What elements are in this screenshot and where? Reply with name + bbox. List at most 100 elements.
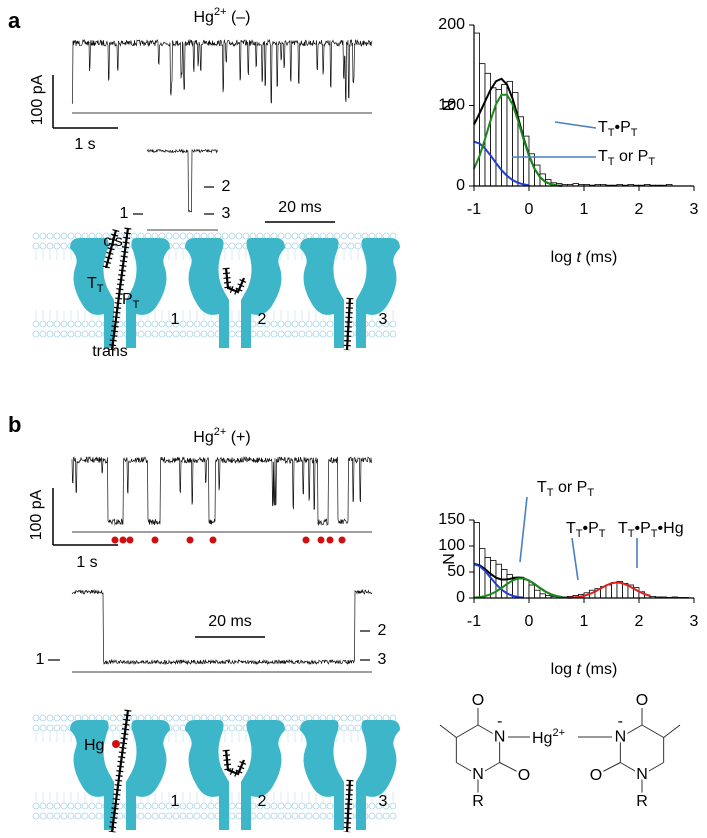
lipid <box>298 232 306 240</box>
lipid <box>95 330 103 338</box>
y-tick-label: 150 <box>438 511 465 528</box>
lipid <box>312 320 320 328</box>
lipid <box>60 812 68 820</box>
pore <box>70 720 114 830</box>
trace-title-part: Hg <box>193 429 213 446</box>
lipid <box>368 802 376 810</box>
lipid <box>270 812 278 820</box>
lipid <box>172 330 180 338</box>
bond <box>439 724 457 738</box>
atom: O <box>590 767 602 784</box>
x-tick-label: 3 <box>690 201 699 218</box>
charge: - <box>618 713 623 730</box>
lipid <box>193 330 201 338</box>
scale-label: 1 s <box>74 136 95 153</box>
dna-strand <box>110 709 130 833</box>
trace-title: Hg2+ (–) <box>194 6 251 26</box>
event-marker <box>209 536 217 544</box>
atom: R <box>636 793 648 810</box>
lipid <box>333 714 341 722</box>
annotation: TT•PT•Hg <box>618 520 684 540</box>
zoom-trace <box>71 588 373 666</box>
lipid <box>284 232 292 240</box>
metal-ion: Hg2+ <box>532 727 565 747</box>
annotation-part: T <box>608 156 615 168</box>
lipid <box>207 802 215 810</box>
lipid <box>158 320 166 328</box>
lipid <box>333 232 341 240</box>
lipid <box>53 242 61 250</box>
atom: R <box>472 793 484 810</box>
bond <box>641 724 664 738</box>
level-label: 1 <box>36 651 45 668</box>
lipid <box>382 330 390 338</box>
lipid <box>375 320 383 328</box>
lipid <box>46 724 54 732</box>
bond <box>620 724 643 738</box>
annotation-part: T <box>547 487 554 499</box>
lipid <box>354 242 362 250</box>
lipid <box>151 330 159 338</box>
histogram-bar <box>523 579 530 599</box>
lipid <box>389 320 397 328</box>
lipid <box>179 330 187 338</box>
fit-curve <box>473 93 563 187</box>
lipid <box>151 320 159 328</box>
lipid <box>277 232 285 240</box>
fit-curve <box>473 577 563 599</box>
lipid <box>39 242 47 250</box>
lipid <box>179 320 187 328</box>
pore <box>126 720 170 830</box>
lipid <box>53 724 61 732</box>
lipid <box>137 812 145 820</box>
dna-strand <box>102 229 120 269</box>
x-axis-title-part: t <box>576 661 581 678</box>
lipid <box>228 724 236 732</box>
annotation-part: T <box>566 520 576 537</box>
lipid <box>242 232 250 240</box>
lipid <box>137 330 145 338</box>
current-trace <box>71 456 373 526</box>
lipid <box>179 232 187 240</box>
annotation-leader <box>554 121 597 129</box>
lipid <box>298 714 306 722</box>
charge: - <box>497 713 502 730</box>
lipid <box>137 802 145 810</box>
lipid <box>53 232 61 240</box>
event-marker <box>326 536 334 544</box>
lipid <box>207 330 215 338</box>
annotation-part: T <box>537 479 547 496</box>
lipid <box>53 320 61 328</box>
lipid <box>39 714 47 722</box>
dna-strand <box>343 297 354 351</box>
annotation-part: T <box>628 528 635 540</box>
lipid <box>81 330 89 338</box>
atom: O <box>636 692 648 709</box>
lipid <box>389 330 397 338</box>
lipid <box>172 232 180 240</box>
scale-label: 20 ms <box>278 199 322 216</box>
lipid <box>291 812 299 820</box>
lipid <box>109 714 117 722</box>
lipid <box>172 802 180 810</box>
lipid <box>382 802 390 810</box>
lipid <box>235 242 243 250</box>
lipid <box>165 320 173 328</box>
x-axis-title-part: log <box>551 249 577 266</box>
histogram-bar <box>539 593 546 599</box>
lipid <box>382 320 390 328</box>
lipid <box>235 714 243 722</box>
lipid <box>298 320 306 328</box>
trace-title-part: (+) <box>226 429 250 446</box>
event-marker <box>317 536 325 544</box>
lipid <box>144 812 152 820</box>
lipid <box>46 232 54 240</box>
annotation-part: T <box>608 127 615 139</box>
trace-title-part: 2+ <box>214 6 227 18</box>
x-tick-label: 0 <box>525 613 534 630</box>
lipid <box>46 242 54 250</box>
lipid <box>88 330 96 338</box>
lipid <box>53 802 61 810</box>
lipid <box>53 714 61 722</box>
